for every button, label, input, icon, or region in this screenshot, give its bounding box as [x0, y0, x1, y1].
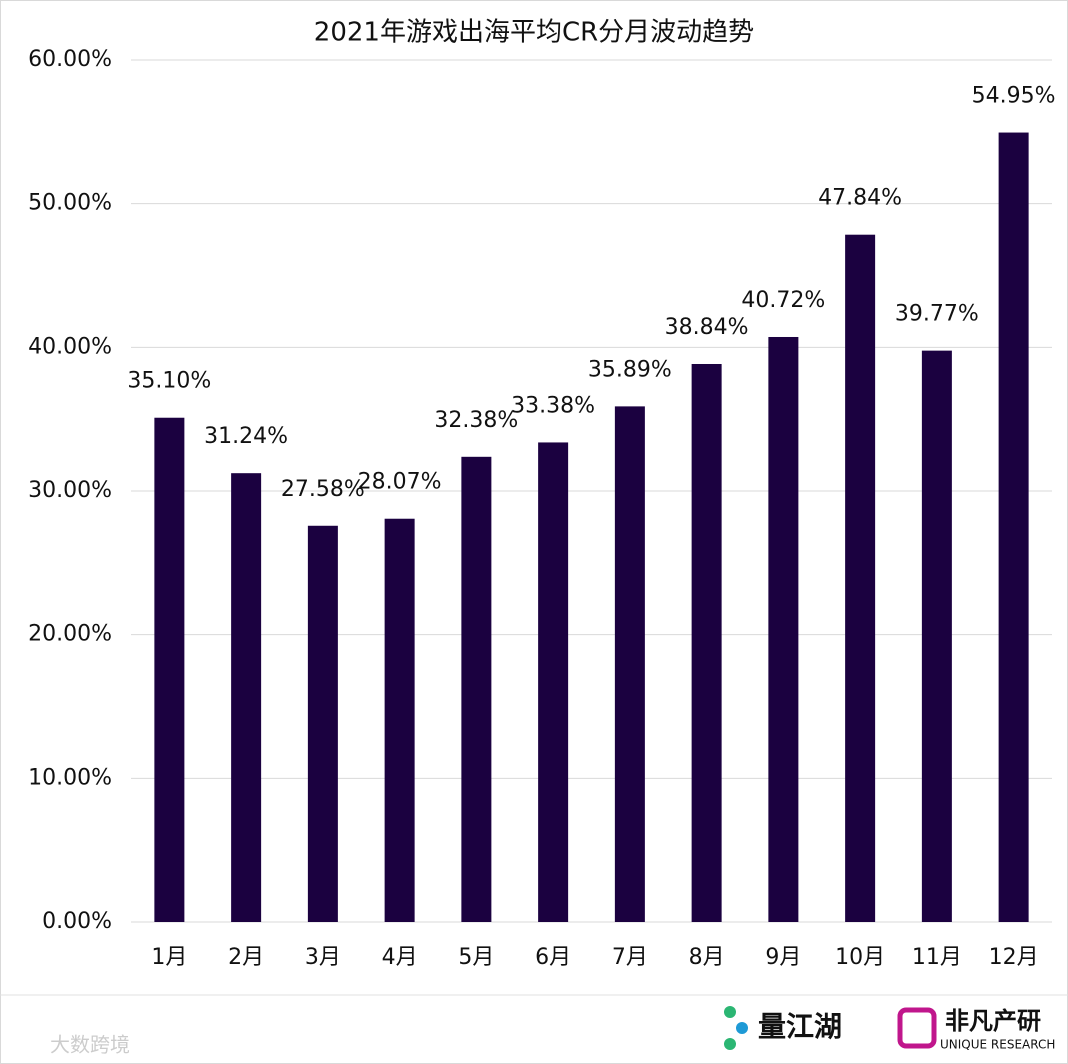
logo-text: 量江湖 [758, 1010, 842, 1043]
bar [384, 518, 415, 922]
data-label: 39.77% [895, 302, 979, 327]
x-tick-label: 1月 [151, 945, 187, 970]
y-tick-label: 0.00% [42, 909, 112, 934]
bar [845, 234, 876, 922]
logo-dot [724, 1038, 736, 1050]
x-tick-label: 6月 [535, 945, 571, 970]
bar [231, 473, 262, 922]
bar [154, 417, 185, 922]
data-label: 54.95% [972, 84, 1056, 109]
bar [461, 456, 492, 922]
x-tick-label: 10月 [835, 945, 885, 970]
data-label: 40.72% [741, 288, 825, 313]
bar [691, 363, 722, 922]
y-tick-label: 10.00% [28, 765, 112, 790]
bar [998, 132, 1029, 923]
x-tick-label: 9月 [765, 945, 801, 970]
data-label: 31.24% [204, 424, 288, 449]
bar [538, 442, 569, 922]
x-tick-label: 8月 [689, 945, 725, 970]
data-label: 33.38% [511, 393, 595, 418]
bar [614, 406, 645, 922]
data-label: 35.89% [588, 357, 672, 382]
x-tick-label: 4月 [382, 945, 418, 970]
data-label: 28.07% [358, 470, 442, 495]
watermark: 大数跨境 [50, 1033, 130, 1057]
y-tick-label: 40.00% [28, 334, 112, 359]
data-label: 32.38% [434, 408, 518, 433]
data-label: 38.84% [665, 315, 749, 340]
x-tick-label: 5月 [458, 945, 494, 970]
y-tick-label: 60.00% [28, 47, 112, 72]
logo-subtext: UNIQUE RESEARCH [940, 1038, 1055, 1052]
logo-dot [736, 1022, 748, 1034]
y-tick-label: 50.00% [28, 191, 112, 216]
y-tick-label: 20.00% [28, 622, 112, 647]
logo-dot [724, 1006, 736, 1018]
chart-title: 2021年游戏出海平均CR分月波动趋势 [314, 18, 754, 48]
y-tick-label: 30.00% [28, 478, 112, 503]
logo-right: 非凡产研 UNIQUE RESEARCH [897, 1007, 1055, 1052]
logo-icon [897, 1007, 937, 1049]
bar [768, 336, 799, 922]
data-label: 35.10% [127, 369, 211, 394]
data-label: 27.58% [281, 477, 365, 502]
logo-left: 量江湖 [724, 1006, 842, 1050]
x-tick-label: 12月 [989, 945, 1039, 970]
x-tick-label: 2月 [228, 945, 264, 970]
bar [921, 350, 952, 922]
x-tick-label: 7月 [612, 945, 648, 970]
x-tick-label: 11月 [912, 945, 962, 970]
x-tick-label: 3月 [305, 945, 341, 970]
logo-text: 非凡产研 [945, 1007, 1041, 1035]
bar [307, 525, 338, 922]
data-label: 47.84% [818, 186, 902, 211]
